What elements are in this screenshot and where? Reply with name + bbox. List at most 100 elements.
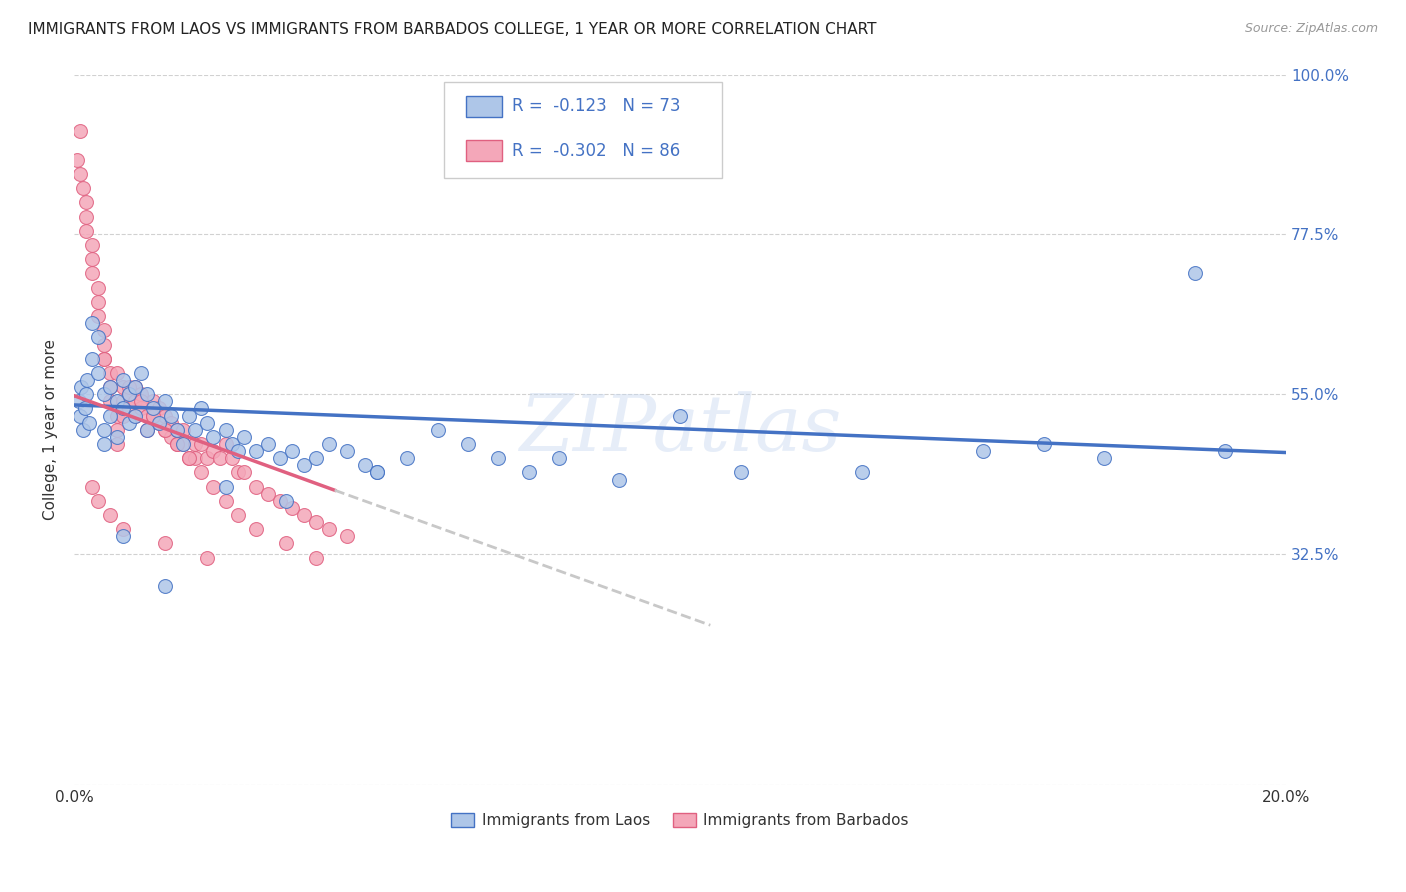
Point [160,430,183,444]
Point [82,316,104,330]
Point [172,437,194,451]
Point [117,380,139,394]
Point [202,480,225,494]
Point [93,323,115,337]
Point [292,508,315,522]
Point [75,210,97,224]
Point [82,238,104,252]
Point [257,437,280,451]
Point [202,430,225,444]
Point [245,480,267,494]
Point [269,494,291,508]
Point [117,416,139,430]
Point [153,423,176,437]
Point [69,409,91,423]
Point [426,423,449,437]
Point [226,466,249,480]
Point [142,409,165,423]
Point [82,351,104,366]
Point [179,451,201,466]
Point [72,181,94,195]
Point [75,224,97,238]
Text: R =  -0.123   N = 73: R = -0.123 N = 73 [512,97,681,115]
Point [66,153,89,167]
Text: R =  -0.302   N = 86: R = -0.302 N = 86 [512,142,681,160]
Point [124,380,146,394]
Point [226,508,249,522]
FancyBboxPatch shape [465,95,502,117]
Point [257,487,280,501]
Point [221,451,243,466]
Text: ZIPatlas: ZIPatlas [519,392,841,468]
Point [69,167,91,181]
Point [336,529,359,543]
Point [547,451,569,466]
Point [517,466,540,480]
Point [276,536,298,550]
Point [366,466,388,480]
Point [276,494,298,508]
Point [269,451,291,466]
Point [70,380,93,394]
Point [100,366,122,380]
Point [305,550,328,565]
Point [190,466,212,480]
Point [117,387,139,401]
Point [100,380,122,394]
Point [214,494,236,508]
Point [72,423,94,437]
Point [142,394,165,409]
Point [305,515,328,529]
Point [117,387,139,401]
Text: Source: ZipAtlas.com: Source: ZipAtlas.com [1244,22,1378,36]
Point [281,444,304,458]
Point [160,416,183,430]
Point [190,437,212,451]
Point [142,401,165,416]
Point [111,394,134,409]
Point [1215,444,1237,458]
Point [69,124,91,138]
Point [135,423,157,437]
Y-axis label: College, 1 year or more: College, 1 year or more [44,339,58,520]
Point [87,294,110,309]
Point [87,330,110,344]
Point [1184,267,1206,281]
Point [197,416,219,430]
Point [73,401,96,416]
Point [214,480,236,494]
Point [179,409,201,423]
Point [100,380,122,394]
Point [135,387,157,401]
Point [214,423,236,437]
Point [75,387,97,401]
Point [172,423,194,437]
Point [366,466,388,480]
Point [1092,451,1115,466]
Point [318,522,340,536]
Point [124,409,146,423]
Point [76,373,98,387]
Point [93,337,115,351]
Point [148,401,170,416]
Point [609,473,631,487]
Point [214,437,236,451]
Point [124,394,146,409]
Point [202,444,225,458]
Point [166,437,188,451]
Point [93,387,115,401]
Point [87,281,110,295]
Point [318,437,340,451]
Point [129,394,152,409]
Point [179,451,201,466]
Point [105,366,128,380]
Point [117,401,139,416]
Point [396,451,419,466]
Point [82,252,104,267]
Point [232,430,254,444]
Point [281,500,304,515]
Legend: Immigrants from Laos, Immigrants from Barbados: Immigrants from Laos, Immigrants from Ba… [446,807,915,834]
Point [354,458,377,473]
Point [190,401,212,416]
Point [105,430,128,444]
